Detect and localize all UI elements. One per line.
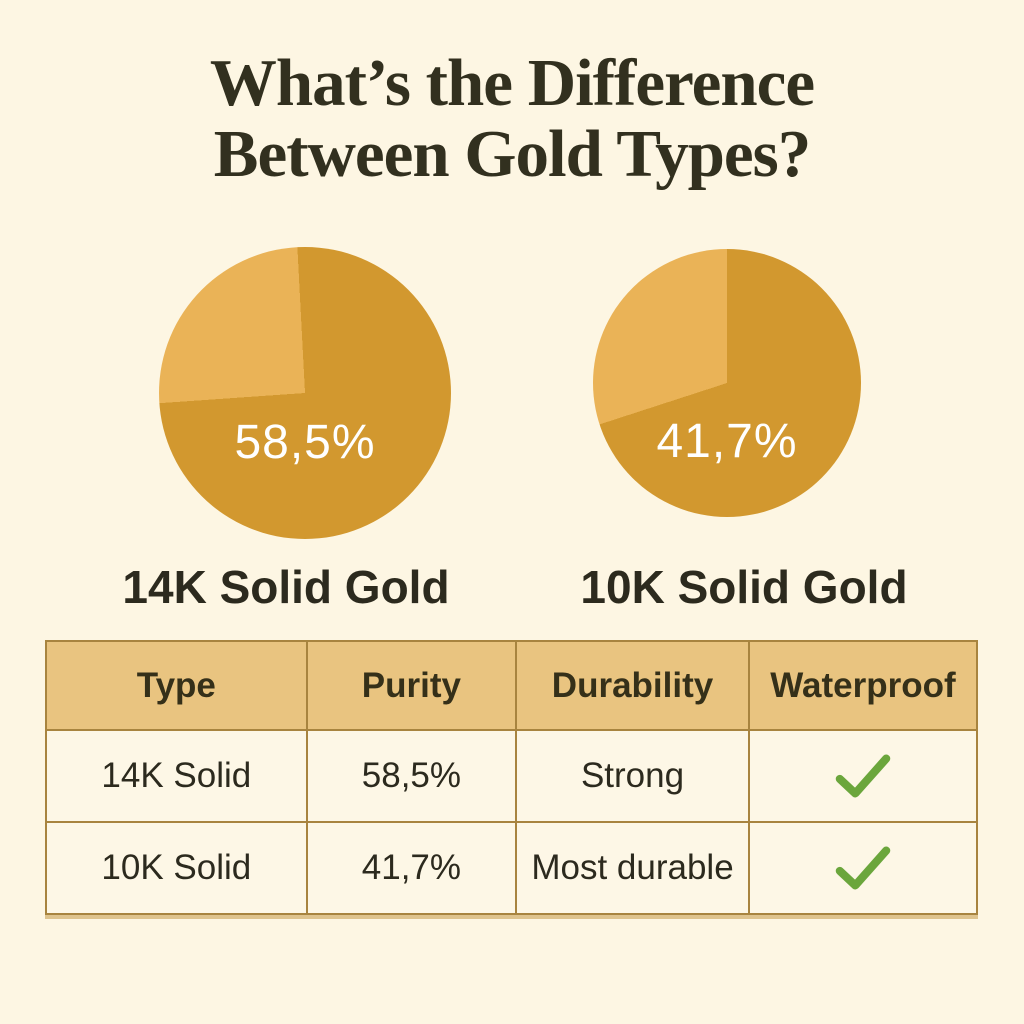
page-title: What’s the Difference Between Gold Types… xyxy=(0,46,1024,192)
cell-waterproof-14k xyxy=(747,729,979,823)
checkmark-icon xyxy=(835,846,891,890)
cell-type-14k: 14K Solid xyxy=(45,729,308,823)
cell-durability-14k: Strong xyxy=(515,729,750,823)
table-header-durability: Durability xyxy=(515,640,750,731)
table-header-purity: Purity xyxy=(305,640,518,731)
cell-durability-10k: Most durable xyxy=(515,821,750,915)
cell-purity-10k: 41,7% xyxy=(305,821,518,915)
checkmark-icon xyxy=(835,754,891,798)
cell-purity-14k: 58,5% xyxy=(305,729,518,823)
table-row-14k: 14K Solid 58,5% Strong xyxy=(45,729,979,823)
pie-caption-14k: 14K Solid Gold xyxy=(122,561,450,613)
pie-chart-10k-gold: 41,7% xyxy=(593,249,861,517)
comparison-table: Type Purity Durability Waterproof 14K So… xyxy=(45,640,979,915)
table-header-waterproof: Waterproof xyxy=(747,640,979,731)
table-header-row: Type Purity Durability Waterproof xyxy=(45,640,979,731)
table-row-10k: 10K Solid 41,7% Most durable xyxy=(45,821,979,915)
title-line-2: Between Gold Types? xyxy=(213,117,811,192)
pie-chart-14k-gold: 58,5% xyxy=(159,247,451,539)
pie-caption-10k: 10K Solid Gold xyxy=(580,561,908,613)
pie-value-label-10k: 41,7% xyxy=(656,415,798,468)
table-header-type: Type xyxy=(45,640,308,731)
title-line-1: What’s the Difference xyxy=(209,46,815,120)
cell-waterproof-10k xyxy=(747,821,979,915)
pie-value-label-14k: 58,5% xyxy=(234,416,376,469)
cell-type-10k: 10K Solid xyxy=(45,821,308,915)
